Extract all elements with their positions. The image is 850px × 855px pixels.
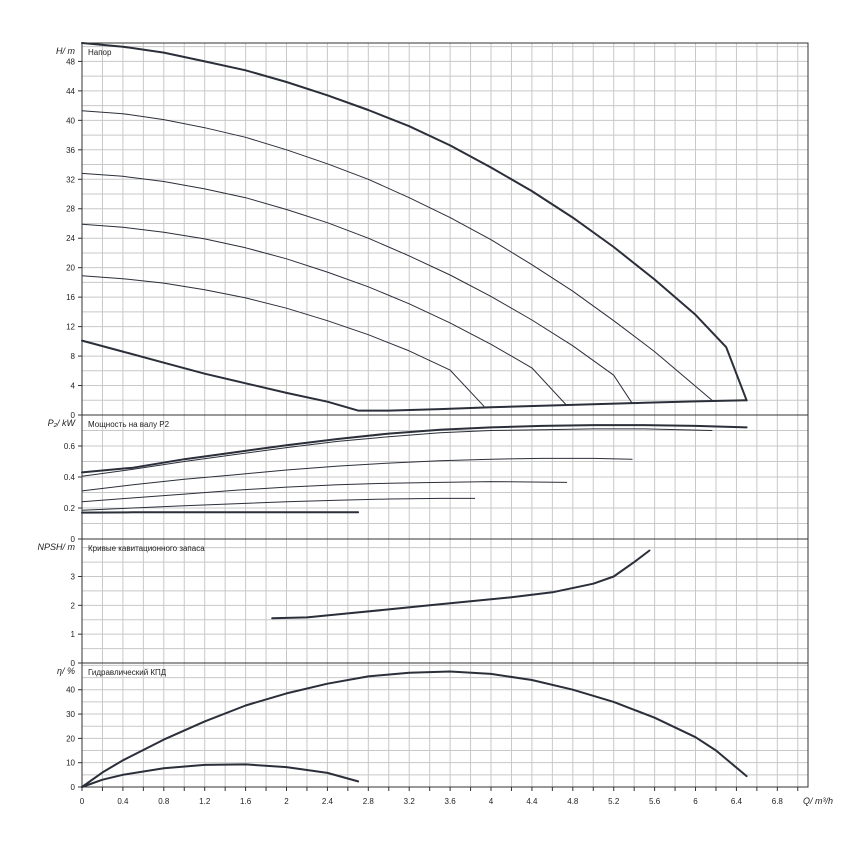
y-tick-label: 3 — [71, 572, 76, 581]
panel-efficiency: 0 10 20 30 40 η/ % Гидравлический КПД — [57, 663, 808, 792]
y-tick-label: 20 — [66, 734, 75, 743]
y-tick-label: 0.6 — [64, 442, 76, 451]
x-tick-label: 0.4 — [117, 797, 129, 806]
y-tick-label: 8 — [71, 352, 76, 361]
panel-frame — [82, 539, 808, 663]
series-line-power-1 — [82, 429, 712, 476]
x-tick-label: 5.2 — [608, 797, 620, 806]
y-tick-label: 36 — [66, 146, 75, 155]
x-tick-label: 4 — [489, 797, 494, 806]
x-tick-label: 4.8 — [567, 797, 579, 806]
panel-title: Напор — [88, 48, 112, 57]
x-tick-label: 0 — [80, 797, 85, 806]
x-tick-label: 1.6 — [240, 797, 252, 806]
panel-title: Гидравлический КПД — [88, 668, 167, 677]
x-tick-label: 1.2 — [199, 797, 211, 806]
x-tick-label: 2.4 — [322, 797, 334, 806]
x-tick-label: 4.4 — [526, 797, 538, 806]
panel-title: Кривые кавитационного запаса — [88, 544, 205, 553]
y-tick-label: 40 — [66, 686, 75, 695]
y-tick-label: 48 — [66, 57, 75, 66]
series-line-power-4 — [82, 498, 475, 510]
y-tick-label: 32 — [66, 175, 75, 184]
y-tick-label: 0.4 — [64, 473, 76, 482]
y-axis-label: H/ m — [56, 46, 76, 56]
y-tick-label: 12 — [66, 323, 75, 332]
y-tick-label: 2 — [71, 601, 76, 610]
x-tick-label: 6 — [693, 797, 698, 806]
y-tick-label: 40 — [66, 116, 75, 125]
series-line-head-3 — [82, 224, 567, 405]
y-tick-label: 20 — [66, 264, 75, 273]
y-axis-label: η/ % — [57, 666, 75, 676]
panel-frame — [82, 43, 808, 415]
x-tick-label: 3.6 — [445, 797, 457, 806]
x-tick-label: 0.8 — [158, 797, 170, 806]
series-line-head-2 — [82, 173, 632, 403]
y-axis-label: NPSH/ m — [37, 542, 75, 552]
panel-title: Мощность на валу P2 — [88, 420, 170, 429]
y-tick-label: 30 — [66, 710, 75, 719]
y-tick-label: 1 — [71, 630, 76, 639]
panel-frame — [82, 663, 808, 787]
y-tick-label: 0.2 — [64, 504, 76, 513]
series-line-head-0 — [82, 43, 747, 400]
x-tick-label: 3.2 — [404, 797, 416, 806]
y-tick-label: 10 — [66, 759, 75, 768]
series-line-power-3 — [82, 482, 567, 502]
series-line-power-0 — [82, 425, 747, 472]
x-tick-label: 6.8 — [772, 797, 784, 806]
series-line-efficiency-1 — [82, 764, 358, 787]
x-tick-label: 5.6 — [649, 797, 661, 806]
x-tick-label: 2.8 — [363, 797, 375, 806]
x-axis-label: Q/ m³/h — [803, 796, 833, 806]
y-axis-label: P₂/ kW — [48, 418, 77, 428]
y-tick-label: 24 — [66, 234, 75, 243]
y-tick-label: 16 — [66, 293, 75, 302]
y-tick-label: 28 — [66, 205, 75, 214]
y-tick-label: 0 — [71, 783, 76, 792]
x-tick-label: 6.4 — [731, 797, 743, 806]
y-tick-label: 44 — [66, 87, 75, 96]
series-line-head-1 — [82, 111, 713, 401]
y-tick-label: 4 — [71, 382, 76, 391]
x-tick-label: 2 — [284, 797, 289, 806]
series-line-efficiency-0 — [82, 672, 747, 788]
